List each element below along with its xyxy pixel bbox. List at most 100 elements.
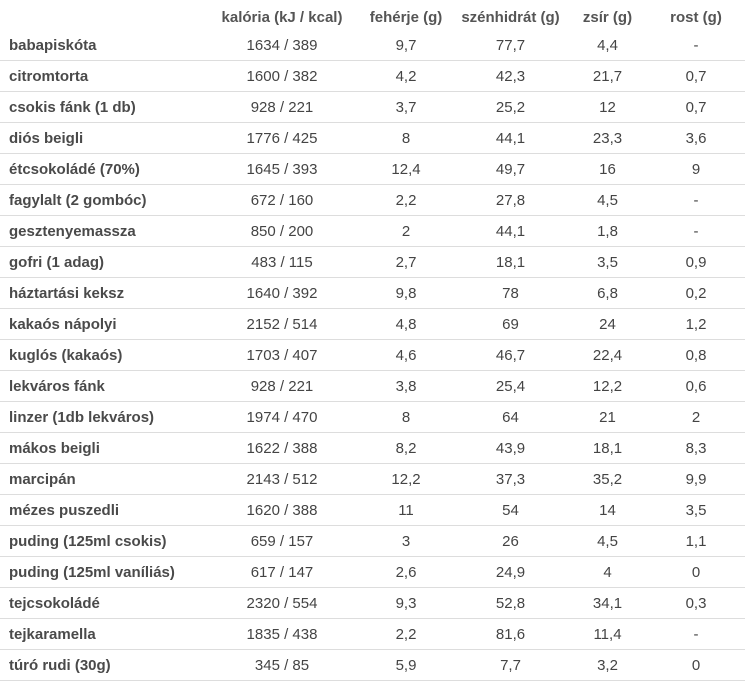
fat-cell: 34,1 — [568, 587, 647, 619]
food-name-cell: túró rudi (30g) — [0, 649, 205, 681]
fiber-cell: 3,6 — [647, 122, 745, 154]
table-body: babapiskóta 1634 / 389 9,7 77,7 4,4- citromto… — [0, 30, 745, 681]
carbs-cell: 43,9 — [453, 432, 568, 464]
calories-cell: 1620 / 388 — [205, 494, 359, 526]
table-row: kakaós nápolyi 2152 / 514 4,8 69 24 1,2 — [0, 308, 745, 340]
fat-cell: 21,7 — [568, 60, 647, 92]
food-name-cell: puding (125ml csokis) — [0, 525, 205, 557]
protein-cell: 4,6 — [359, 339, 453, 371]
carbs-cell: 81,6 — [453, 618, 568, 650]
calories-cell: 1600 / 382 — [205, 60, 359, 92]
food-name-cell: puding (125ml vaníliás) — [0, 556, 205, 588]
protein-cell: 4,2 — [359, 60, 453, 92]
carbs-cell: 24,9 — [453, 556, 568, 588]
fiber-cell: 0,3 — [647, 587, 745, 619]
food-name-cell: gofri (1 adag) — [0, 246, 205, 278]
protein-cell: 4,8 — [359, 308, 453, 340]
fiber-cell: 1,2 — [647, 308, 745, 340]
calories-cell: 659 / 157 — [205, 525, 359, 557]
calories-cell: 850 / 200 — [205, 215, 359, 247]
carbs-cell: 37,3 — [453, 463, 568, 495]
fat-cell: 4,4 — [568, 30, 647, 61]
food-name-cell: gesztenyemassza — [0, 215, 205, 247]
calories-cell: 928 / 221 — [205, 370, 359, 402]
carbs-cell: 54 — [453, 494, 568, 526]
fat-cell: 22,4 — [568, 339, 647, 371]
protein-cell: 2,6 — [359, 556, 453, 588]
food-name-cell: háztartási keksz — [0, 277, 205, 309]
calories-cell: 483 / 115 — [205, 246, 359, 278]
carbs-cell: 69 — [453, 308, 568, 340]
fat-cell: 14 — [568, 494, 647, 526]
carbs-cell: 25,4 — [453, 370, 568, 402]
table-row: lekváros fánk 928 / 221 3,8 25,4 12,2 0,6 — [0, 370, 745, 402]
fiber-cell: 0 — [647, 556, 745, 588]
fiber-cell: 0 — [647, 649, 745, 681]
table-row: gesztenyemassza 850 / 200 2 44,1 1,8- — [0, 215, 745, 247]
calories-cell: 928 / 221 — [205, 91, 359, 123]
nutrition-table: kalória (kJ / kcal) fehérje (g) szénhidr… — [0, 4, 745, 681]
table-row: étcsokoládé (70%) 1645 / 393 12,4 49,7 16 9 — [0, 153, 745, 185]
calories-cell: 2152 / 514 — [205, 308, 359, 340]
table-row: linzer (1db lekváros) 1974 / 470 8 64 21 2 — [0, 401, 745, 433]
food-name-cell: mézes puszedli — [0, 494, 205, 526]
protein-cell: 2,2 — [359, 618, 453, 650]
fiber-cell: 9 — [647, 153, 745, 185]
carbs-cell: 44,1 — [453, 215, 568, 247]
header-food — [0, 4, 205, 30]
calories-cell: 1703 / 407 — [205, 339, 359, 371]
fat-cell: 3,5 — [568, 246, 647, 278]
food-name-cell: mákos beigli — [0, 432, 205, 464]
fiber-cell: - — [647, 215, 745, 247]
food-name-cell: kakaós nápolyi — [0, 308, 205, 340]
protein-cell: 5,9 — [359, 649, 453, 681]
food-name-cell: lekváros fánk — [0, 370, 205, 402]
food-name-cell: fagylalt (2 gombóc) — [0, 184, 205, 216]
calories-cell: 345 / 85 — [205, 649, 359, 681]
carbs-cell: 18,1 — [453, 246, 568, 278]
fiber-cell: 1,1 — [647, 525, 745, 557]
protein-cell: 2,7 — [359, 246, 453, 278]
header-protein: fehérje (g) — [369, 8, 443, 26]
fat-cell: 11,4 — [568, 618, 647, 650]
fiber-cell: 0,7 — [647, 91, 745, 123]
fiber-cell: 0,9 — [647, 246, 745, 278]
protein-cell: 3,8 — [359, 370, 453, 402]
food-name-cell: marcipán — [0, 463, 205, 495]
calories-cell: 2320 / 554 — [205, 587, 359, 619]
protein-cell: 2 — [359, 215, 453, 247]
fat-cell: 16 — [568, 153, 647, 185]
carbs-cell: 46,7 — [453, 339, 568, 371]
fiber-cell: 0,6 — [647, 370, 745, 402]
protein-cell: 8 — [359, 401, 453, 433]
table-row: tejcsokoládé 2320 / 554 9,3 52,8 34,1 0,3 — [0, 587, 745, 619]
fat-cell: 24 — [568, 308, 647, 340]
carbs-cell: 64 — [453, 401, 568, 433]
fat-cell: 4 — [568, 556, 647, 588]
header-calories: kalória (kJ / kcal) — [221, 8, 343, 26]
food-name-cell: étcsokoládé (70%) — [0, 153, 205, 185]
table-row: citromtorta 1600 / 382 4,2 42,3 21,7 0,7 — [0, 60, 745, 92]
carbs-cell: 42,3 — [453, 60, 568, 92]
fat-cell: 4,5 — [568, 525, 647, 557]
food-name-cell: citromtorta — [0, 60, 205, 92]
protein-cell: 12,2 — [359, 463, 453, 495]
table-row: tejkaramella 1835 / 438 2,2 81,6 11,4- — [0, 618, 745, 650]
header-fiber: rost (g) — [670, 8, 722, 26]
fat-cell: 23,3 — [568, 122, 647, 154]
fiber-cell: - — [647, 30, 745, 61]
fat-cell: 35,2 — [568, 463, 647, 495]
calories-cell: 1634 / 389 — [205, 30, 359, 61]
protein-cell: 9,3 — [359, 587, 453, 619]
carbs-cell: 44,1 — [453, 122, 568, 154]
fat-cell: 4,5 — [568, 184, 647, 216]
protein-cell: 11 — [359, 494, 453, 526]
calories-cell: 1776 / 425 — [205, 122, 359, 154]
fat-cell: 3,2 — [568, 649, 647, 681]
carbs-cell: 78 — [453, 277, 568, 309]
carbs-cell: 25,2 — [453, 91, 568, 123]
calories-cell: 1835 / 438 — [205, 618, 359, 650]
protein-cell: 2,2 — [359, 184, 453, 216]
table-row: marcipán 2143 / 512 12,2 37,3 35,2 9,9 — [0, 463, 745, 495]
calories-cell: 2143 / 512 — [205, 463, 359, 495]
